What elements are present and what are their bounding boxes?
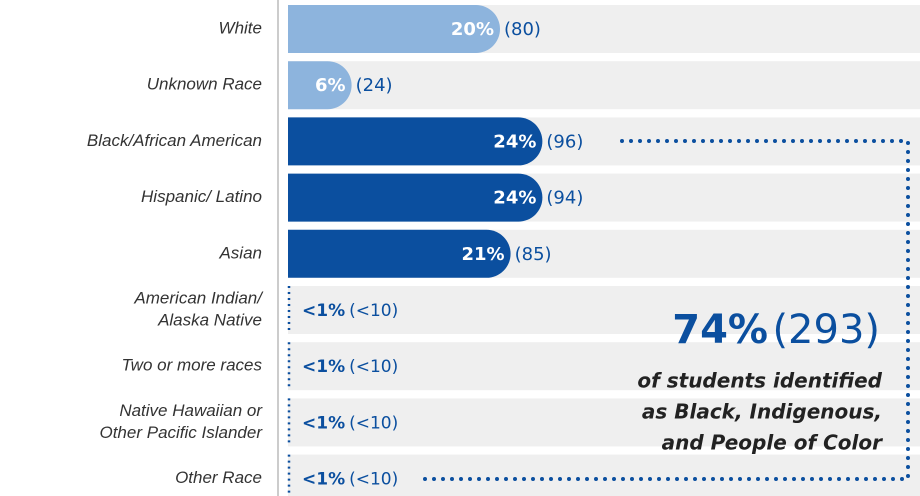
count-label: (80) xyxy=(504,19,541,40)
bar xyxy=(288,229,511,278)
category-label: Two or more races xyxy=(122,356,263,375)
value-label: <1% xyxy=(302,301,345,321)
bar xyxy=(288,5,500,53)
value-label: <1% xyxy=(302,357,345,377)
track xyxy=(288,286,920,334)
value-label: 21% xyxy=(462,244,505,265)
count-label: (<10) xyxy=(349,301,398,321)
category-label: Other Race xyxy=(175,468,262,487)
category-label: Hispanic/ Latino xyxy=(141,187,262,206)
count-label: (96) xyxy=(546,131,583,152)
value-label: 24% xyxy=(493,188,536,209)
track xyxy=(288,454,920,496)
count-label: (<10) xyxy=(349,470,398,490)
category-label: White xyxy=(219,18,262,37)
value-label: <1% xyxy=(302,470,345,490)
category-label: American Indian/ xyxy=(133,288,264,307)
category-label: Native Hawaiian or xyxy=(119,401,263,420)
annotation-line: as Black, Indigenous, xyxy=(642,400,882,424)
annotation-value: 74% xyxy=(672,307,768,353)
value-label: 6% xyxy=(315,75,346,96)
category-label: Unknown Race xyxy=(147,75,262,94)
category-label: Other Pacific Islander xyxy=(99,423,263,442)
bracket xyxy=(418,139,910,481)
count-label: (85) xyxy=(515,244,552,265)
value-label: 20% xyxy=(451,19,494,40)
bar xyxy=(288,173,543,222)
track xyxy=(288,398,920,447)
value-label: 24% xyxy=(493,131,536,152)
track xyxy=(288,61,920,110)
category-label: Asian xyxy=(218,243,262,262)
value-label: <1% xyxy=(302,413,345,433)
annotation-count: (293) xyxy=(772,307,880,353)
count-label: (<10) xyxy=(349,357,398,377)
track xyxy=(288,342,920,391)
count-label: (24) xyxy=(356,75,393,96)
bar xyxy=(288,117,543,166)
category-label: Alaska Native xyxy=(157,310,262,329)
category-label: Black/African American xyxy=(87,131,262,150)
annotation-line: of students identified xyxy=(637,369,882,393)
bar xyxy=(288,61,352,110)
annotation-line: and People of Color xyxy=(662,431,884,455)
count-label: (<10) xyxy=(349,413,398,433)
count-label: (94) xyxy=(546,188,583,209)
